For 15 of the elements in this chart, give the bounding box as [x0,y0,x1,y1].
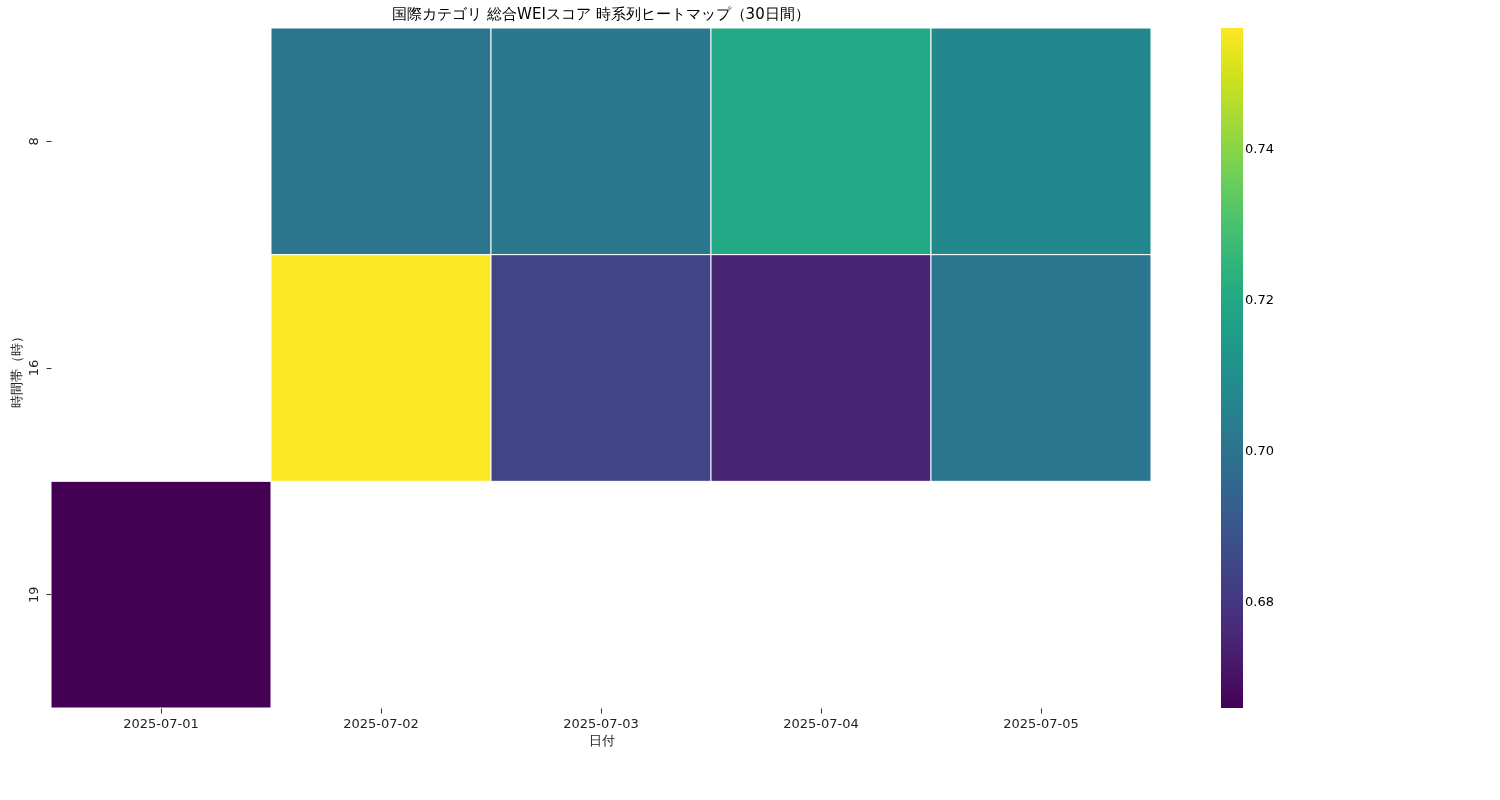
y-tick-label: 19 [25,586,41,603]
chart-title: 国際カテゴリ 総合WEIスコア 時系列ヒートマップ（30日間） [392,4,810,23]
y-tick-label: 8 [25,137,41,146]
color-bar-label: 0.74 [1245,140,1274,156]
x-tick-label: 2025-07-05 [1003,715,1079,731]
x-tick-label: 2025-07-04 [783,715,859,731]
x-axis-title: 日付 [588,732,615,748]
color-bar-label: 0.68 [1245,594,1274,610]
color-bar-label: 0.72 [1245,292,1274,307]
x-tick-label: 2025-07-01 [123,715,199,731]
y-axis-title: 時間帯（時） [8,329,24,408]
y-tick-label: 16 [25,359,41,377]
x-tick-label: 2025-07-02 [343,715,419,731]
color-bar-label: 0.70 [1245,443,1274,459]
x-tick-label: 2025-07-03 [563,715,639,731]
